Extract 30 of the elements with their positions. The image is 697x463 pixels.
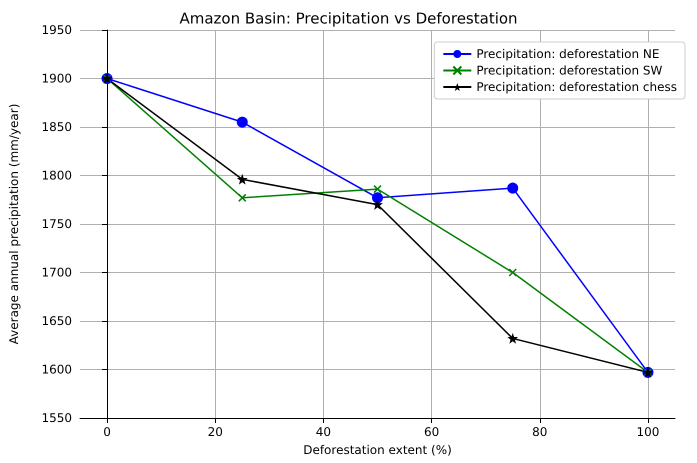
point xyxy=(508,268,517,277)
y-tick-label: 1650 xyxy=(41,314,72,328)
legend-label: Precipitation: deforestation chess xyxy=(476,80,678,94)
legend-label: Precipitation: deforestation NE xyxy=(476,47,660,61)
y-tick-label: 1800 xyxy=(41,168,72,182)
x-tick-label: 40 xyxy=(316,425,332,439)
legend-label: Precipitation: deforestation SW xyxy=(476,64,663,78)
y-tick-label: 1850 xyxy=(41,120,72,134)
point xyxy=(372,192,383,204)
y-tick-label: 1950 xyxy=(41,23,72,37)
x-tick-label: 80 xyxy=(532,425,548,439)
x-tick-label: 60 xyxy=(424,425,440,439)
y-axis-title: Average annual precipitation (mm/year) xyxy=(7,104,21,344)
point xyxy=(508,334,518,343)
y-tick-label: 1550 xyxy=(41,411,72,425)
point xyxy=(238,174,247,184)
y-tick-label: 1700 xyxy=(41,266,72,280)
point xyxy=(238,194,247,202)
x-tick-label: 100 xyxy=(636,425,660,439)
point xyxy=(236,116,248,128)
x-axis-title: Deforestation extent (%) xyxy=(303,443,452,457)
point xyxy=(373,184,382,194)
y-tick-label: 1900 xyxy=(41,72,72,86)
x-tick-label: 20 xyxy=(208,425,223,439)
point xyxy=(373,200,382,210)
point xyxy=(507,182,518,194)
y-tick-label: 1600 xyxy=(41,362,72,376)
y-tick-label: 1750 xyxy=(41,217,72,231)
chart-title: Amazon Basin: Precipitation vs Deforestation xyxy=(179,10,518,28)
x-tick-label: 0 xyxy=(103,425,111,439)
